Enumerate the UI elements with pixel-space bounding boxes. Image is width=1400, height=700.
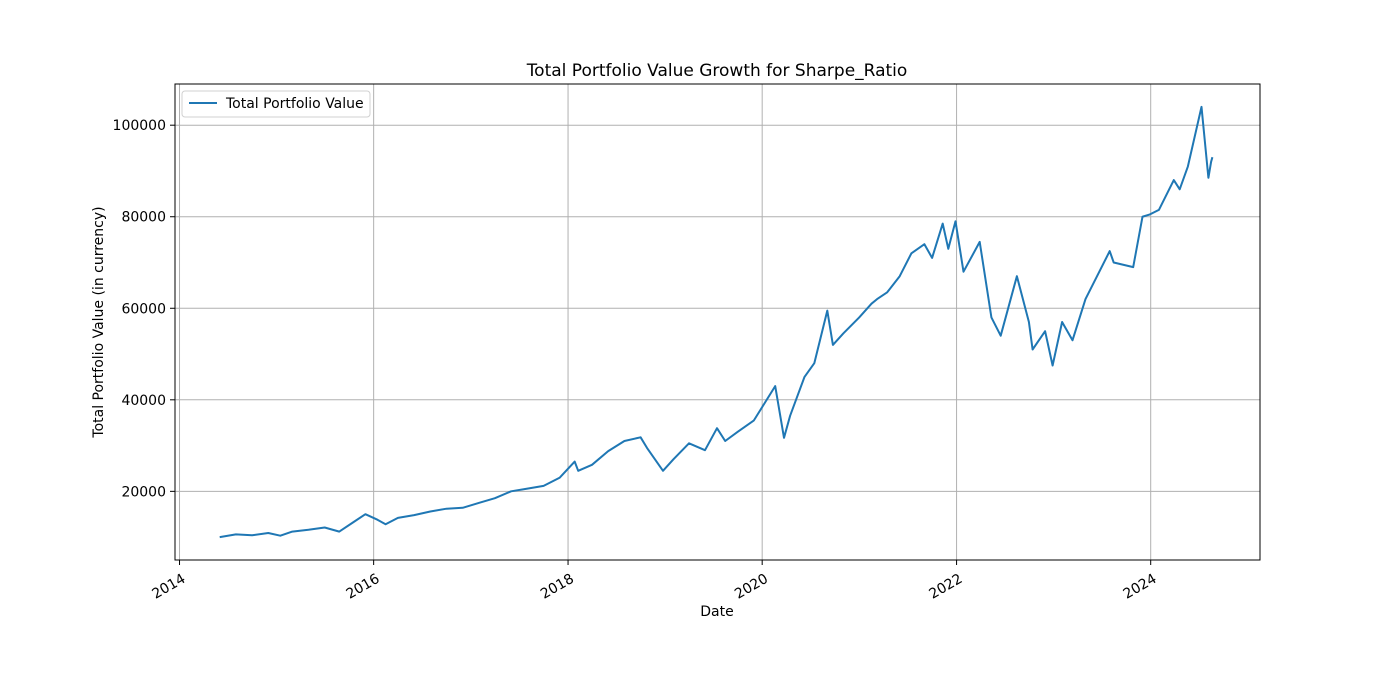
y-tick-label: 20000 [121, 484, 166, 500]
series-line [219, 105, 1214, 539]
legend-label: Total Portfolio Value [225, 96, 364, 112]
x-axis-label: Date [700, 604, 733, 620]
series-layer [219, 105, 1214, 539]
y-tick-label: 100000 [113, 118, 166, 134]
plot-frame [174, 83, 1261, 561]
chart-title: Total Portfolio Value Growth for Sharpe_… [526, 61, 908, 81]
x-tick-label: 2022 [927, 571, 966, 603]
y-tick-label: 80000 [121, 210, 166, 226]
x-tick-label: 2020 [732, 571, 771, 603]
legend: Total Portfolio Value [181, 90, 371, 118]
grid-layer [175, 84, 1260, 560]
x-tick-label: 2024 [1121, 571, 1160, 603]
legend-box [181, 90, 371, 118]
x-tick-label: 2014 [149, 571, 188, 603]
y-axis-label: Total Portfolio Value (in currency) [91, 206, 107, 438]
x-tick-label: 2016 [344, 571, 383, 603]
x-axis: 2014 2016 2018 2020 2022 2024 [149, 560, 1160, 603]
x-tick-label: 2018 [538, 571, 577, 603]
y-tick-label: 60000 [121, 301, 166, 317]
y-tick-label: 40000 [121, 393, 166, 409]
y-axis: 20000 40000 60000 80000 100000 [113, 118, 175, 500]
